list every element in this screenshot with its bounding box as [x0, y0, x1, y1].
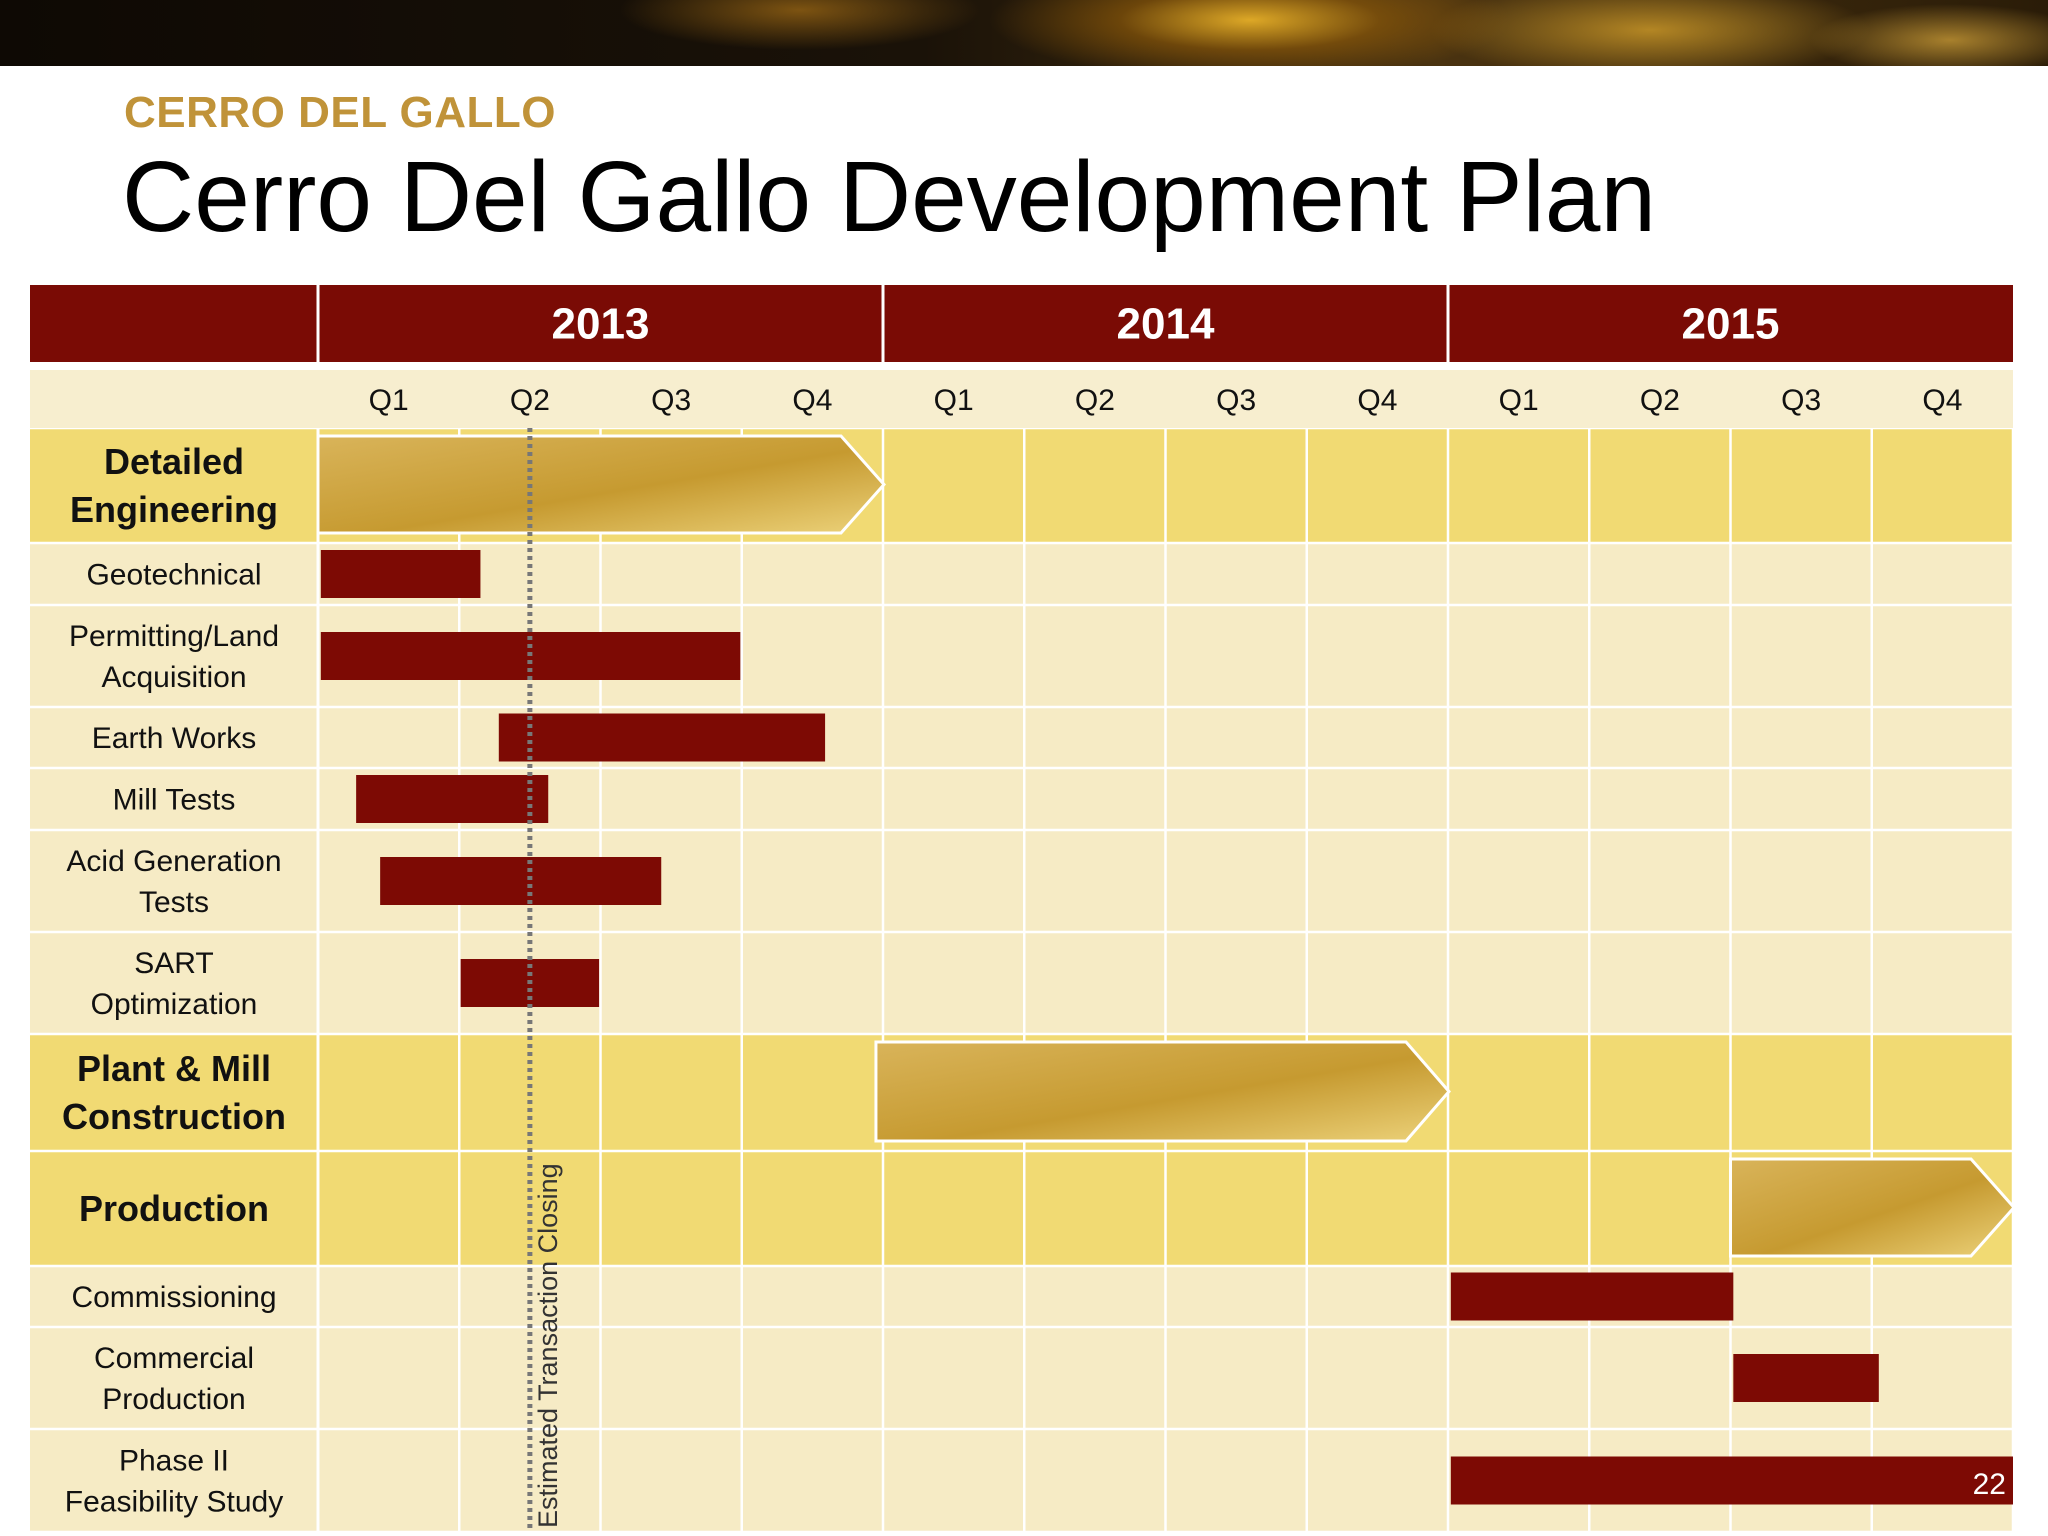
transaction-closing-label: Estimated Transaction Closing [533, 1163, 563, 1528]
year-label: 2014 [1117, 300, 1215, 349]
task-bar [356, 775, 549, 823]
quarter-label: Q2 [1640, 384, 1680, 417]
year-label: 2015 [1682, 300, 1780, 349]
phase-arrow-bar [1729, 1157, 2017, 1258]
quarter-label: Q2 [510, 384, 550, 417]
quarter-label: Q1 [369, 384, 409, 417]
task-bar [1450, 1272, 1734, 1321]
task-bar [320, 550, 481, 598]
row-label: Permitting/Land Acquisition [69, 620, 279, 694]
quarter-label: Q1 [934, 384, 974, 417]
row-label: Earth Works [92, 722, 257, 755]
quarter-label: Q3 [651, 384, 691, 417]
task-bar [1733, 1354, 1879, 1402]
row-band [30, 1151, 2013, 1266]
task-bar [380, 857, 662, 905]
row-label: Phase II Feasibility Study [65, 1445, 283, 1519]
row-band [30, 830, 2013, 932]
row-label: Mill Tests [113, 784, 236, 817]
row-label: Commissioning [71, 1281, 276, 1314]
row-label: Production [79, 1188, 269, 1229]
quarter-label: Q2 [1075, 384, 1115, 417]
slide-title: Cerro Del Gallo Development Plan [122, 141, 1657, 253]
year-label: 2013 [552, 300, 650, 349]
year-header-band [30, 285, 2013, 362]
row-band [30, 932, 2013, 1034]
quarter-label: Q3 [1216, 384, 1256, 417]
phase-arrow-bar [316, 434, 887, 535]
row-band [30, 707, 2013, 768]
page-number: 22 [1972, 1468, 2006, 1501]
row-label: Commercial Production [94, 1342, 254, 1416]
header-banner-image [0, 0, 2048, 66]
row-label: Acid Generation Tests [66, 845, 281, 919]
row-label: Plant & Mill Construction [62, 1048, 286, 1137]
task-bar [498, 713, 826, 762]
row-label: Detailed Engineering [70, 441, 278, 530]
quarter-label: Q1 [1499, 384, 1539, 417]
row-band [30, 1327, 2013, 1429]
quarter-label: Q4 [792, 384, 832, 417]
quarter-label: Q4 [1922, 384, 1962, 417]
slide-subtitle: CERRO DEL GALLO [124, 88, 557, 137]
quarter-label: Q3 [1781, 384, 1821, 417]
quarter-header-band [30, 370, 2013, 428]
row-label: Geotechnical [86, 559, 261, 592]
task-bar [1450, 1456, 2013, 1505]
phase-arrow-bar [874, 1040, 1451, 1143]
quarter-label: Q4 [1357, 384, 1397, 417]
row-label: SART Optimization [91, 947, 258, 1021]
row-band [30, 768, 2013, 830]
